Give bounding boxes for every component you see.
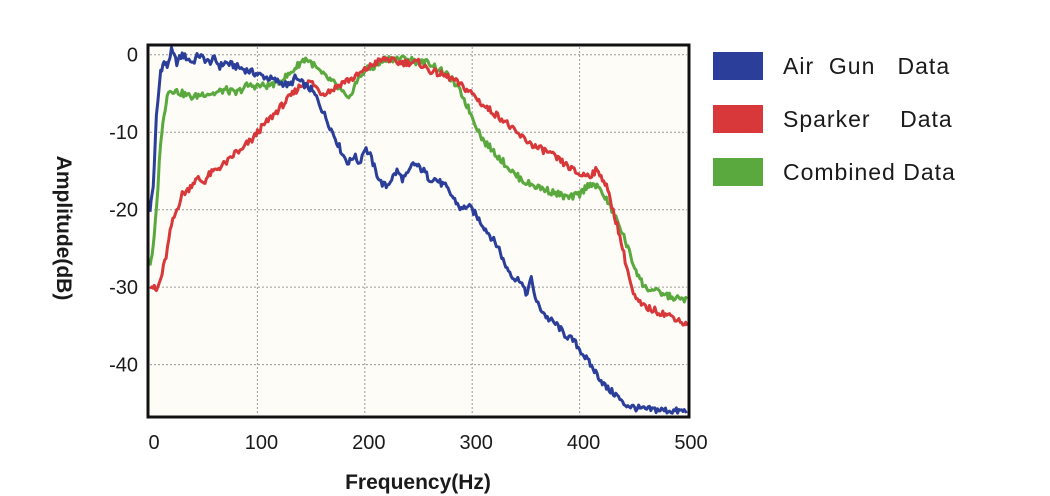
x-tick-label: 200	[352, 432, 385, 454]
x-axis-title: Frequency(Hz)	[345, 471, 491, 494]
series-line-0	[148, 46, 688, 415]
plot-area	[150, 47, 687, 415]
legend-swatch	[713, 52, 763, 80]
y-tick-labels: 0 -10 -20 -30 -40	[109, 45, 138, 377]
legend: Air Gun Data Sparker Data Combined Data	[713, 52, 956, 186]
x-tick-label: 400	[567, 432, 600, 454]
x-tick-labels: 0 100 200 300 400 500	[148, 432, 707, 454]
grid-lines	[150, 47, 687, 415]
series-line-1	[148, 55, 689, 327]
legend-label: Sparker Data	[783, 106, 953, 132]
y-tick-label: -20	[109, 200, 138, 222]
x-tick-label: 100	[245, 432, 278, 454]
y-tick-label: -10	[109, 122, 138, 144]
series-lines	[148, 46, 689, 415]
y-tick-label: 0	[127, 45, 138, 67]
legend-swatch	[713, 158, 763, 186]
x-tick-label: 300	[460, 432, 493, 454]
x-tick-label: 500	[674, 432, 707, 454]
y-tick-label: -40	[109, 355, 138, 377]
legend-swatch	[713, 105, 763, 133]
plot-frame	[146, 43, 691, 419]
y-tick-label: -30	[109, 277, 138, 299]
x-tick-label: 0	[148, 432, 159, 454]
legend-label: Combined Data	[783, 159, 956, 185]
legend-label: Air Gun Data	[783, 53, 950, 79]
y-axis-title: Amplitude(dB)	[52, 156, 75, 301]
